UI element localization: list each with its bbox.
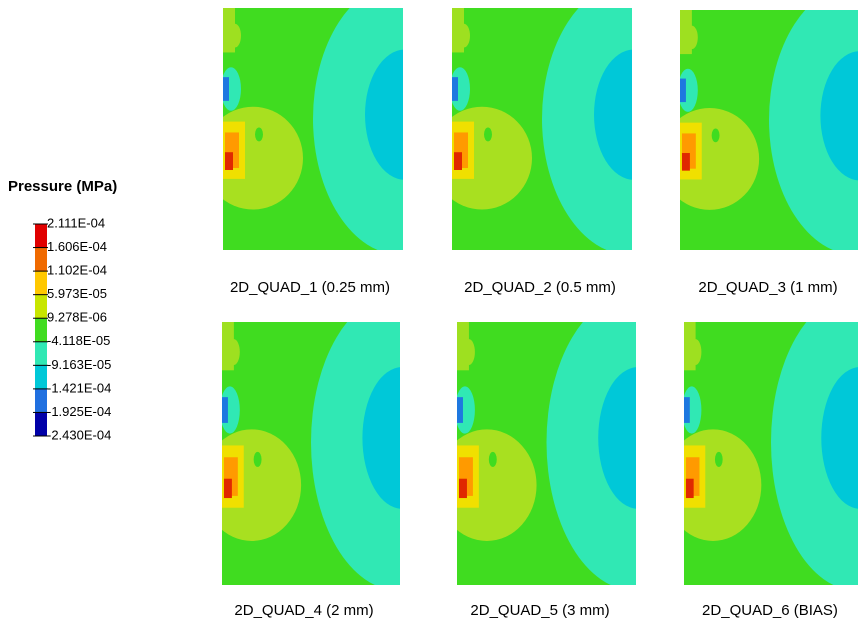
contour-plot (665, 294, 861, 590)
panel-caption: 2D_QUAD_5 (3 mm) (470, 602, 609, 619)
panels: 2D_QUAD_1 (0.25 mm) 2D_QUAD_2 (0.5 mm) 2D_… (202, 0, 861, 619)
legend-label: -1.421E-04 (47, 380, 111, 395)
legend-label: -9.163E-05 (47, 357, 111, 372)
color-band (35, 318, 47, 343)
color-band (35, 271, 47, 296)
contour-plot (202, 294, 485, 590)
panel-caption: 2D_QUAD_4 (2 mm) (234, 602, 373, 619)
legend-label: -4.118E-05 (47, 333, 110, 348)
legend-label: -1.925E-04 (47, 404, 111, 419)
contour-plot (437, 294, 721, 590)
contour-plot (432, 0, 718, 255)
legend-label: 1.102E-04 (47, 263, 107, 278)
panel-caption: 2D_QUAD_2 (0.5 mm) (464, 279, 616, 296)
color-band (35, 388, 47, 413)
color-band (35, 341, 47, 366)
color-band (35, 224, 47, 249)
color-band (35, 365, 47, 390)
color-band (35, 294, 47, 319)
color-bar: 2.111E-04 1.606E-04 1.102E-04 5.973E-05 9.27… (33, 215, 111, 442)
color-band (35, 247, 47, 272)
panel-caption: 2D_QUAD_1 (0.25 mm) (230, 279, 390, 296)
panel-caption: 2D_QUAD_6 (BIAS) (702, 602, 838, 619)
color-band (35, 412, 47, 437)
contour-plot (203, 0, 489, 255)
legend-title: Pressure (MPa) (8, 178, 117, 195)
legend-label: -2.430E-04 (47, 427, 111, 442)
legend-label: 2.111E-04 (47, 215, 105, 230)
legend-label: 5.973E-05 (47, 286, 107, 301)
contour-plot (660, 0, 861, 255)
legend-label: 1.606E-04 (47, 239, 107, 254)
panel-caption: 2D_QUAD_3 (1 mm) (698, 279, 837, 296)
legend-label: 9.278E-06 (47, 310, 107, 325)
